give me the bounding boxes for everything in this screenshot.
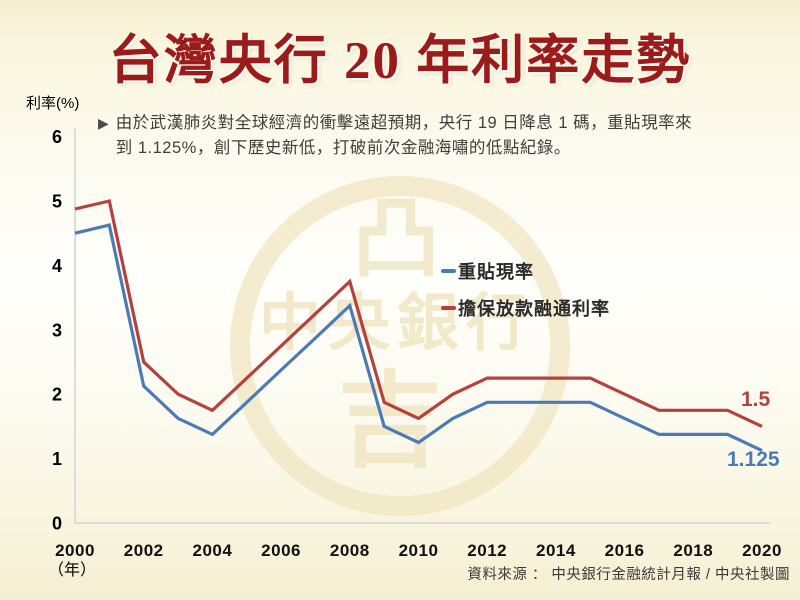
y-tick-label: 3 <box>52 320 62 340</box>
x-tick-label: 2000 <box>55 541 95 560</box>
series-line-rediscount <box>74 223 763 453</box>
x-tick-label: 2008 <box>330 541 370 560</box>
x-tick-label: 2006 <box>261 541 301 560</box>
end-value-rediscount: 1.125 <box>727 448 780 471</box>
rediscount-line-swatch <box>441 269 456 273</box>
y-tick-label: 1 <box>52 449 62 469</box>
y-axis-label: 利率(%) <box>26 95 80 112</box>
x-tick-label: 2014 <box>536 541 576 560</box>
series-line-accommodation <box>74 199 763 428</box>
seal-bottom-glyph: 吉 <box>338 364 443 480</box>
y-tick-label: 2 <box>52 385 62 405</box>
y-tick-label: 0 <box>52 514 62 534</box>
x-tick-label: 2020 <box>742 541 782 560</box>
x-axis-unit-label: （年） <box>48 562 97 579</box>
end-value-accommodation: 1.5 <box>741 388 771 411</box>
x-tick-label: 2012 <box>467 541 507 560</box>
page-title: 台灣央行 20 年利率走勢 <box>108 32 692 90</box>
legend-item-rediscount-rate: 重貼現率 <box>441 258 534 284</box>
annotation-text: 由於武漢肺炎對全球經濟的衝擊遠超預期，央行 19 日降息 1 碼，重貼現率來到 … <box>115 114 693 157</box>
x-tick-label: 2002 <box>124 541 164 560</box>
x-tick-label: 2010 <box>399 541 439 560</box>
accommodation-line-swatch <box>441 306 456 310</box>
x-tick-label: 2016 <box>605 541 645 560</box>
y-tick-label: 6 <box>52 127 62 147</box>
annotation: ▶ 由於武漢肺炎對全球經濟的衝擊遠超預期，央行 19 日降息 1 碼，重貼現率來… <box>98 111 704 161</box>
triangle-bullet-icon: ▶ <box>98 115 109 131</box>
legend-item-accommodation-rate: 擔保放款融通利率 <box>441 295 610 321</box>
x-tick-label: 2004 <box>192 541 232 560</box>
y-tick-label: 5 <box>52 192 62 212</box>
y-tick-label: 4 <box>52 256 62 276</box>
legend-label: 重貼現率 <box>458 262 534 282</box>
x-tick-label: 2018 <box>673 541 713 560</box>
legend-label: 擔保放款融通利率 <box>458 299 610 319</box>
seal-top-glyph: 凸 <box>352 189 441 288</box>
source-note: 資料來源 ： 中央銀行金融統計月報 / 中央社製圖 <box>467 567 790 583</box>
